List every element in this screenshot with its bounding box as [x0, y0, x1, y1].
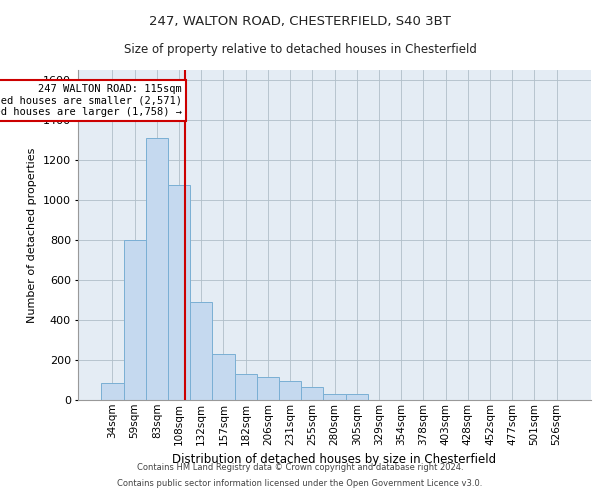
- Text: 247, WALTON ROAD, CHESTERFIELD, S40 3BT: 247, WALTON ROAD, CHESTERFIELD, S40 3BT: [149, 15, 451, 28]
- Bar: [346, 394, 368, 400]
- Bar: [301, 387, 323, 400]
- Bar: [279, 381, 301, 400]
- Bar: [323, 394, 346, 400]
- Y-axis label: Number of detached properties: Number of detached properties: [28, 148, 37, 322]
- Bar: [257, 377, 279, 400]
- Bar: [146, 138, 168, 400]
- Bar: [235, 374, 257, 400]
- Bar: [168, 185, 190, 400]
- Text: Contains HM Land Registry data © Crown copyright and database right 2024.: Contains HM Land Registry data © Crown c…: [137, 464, 463, 472]
- Bar: [101, 383, 124, 400]
- Text: Size of property relative to detached houses in Chesterfield: Size of property relative to detached ho…: [124, 42, 476, 56]
- Bar: [124, 240, 146, 400]
- Text: Contains public sector information licensed under the Open Government Licence v3: Contains public sector information licen…: [118, 478, 482, 488]
- Bar: [190, 302, 212, 400]
- Text: 247 WALTON ROAD: 115sqm
← 59% of detached houses are smaller (2,571)
41% of semi: 247 WALTON ROAD: 115sqm ← 59% of detache…: [0, 84, 182, 117]
- Bar: [212, 354, 235, 400]
- X-axis label: Distribution of detached houses by size in Chesterfield: Distribution of detached houses by size …: [172, 453, 497, 466]
